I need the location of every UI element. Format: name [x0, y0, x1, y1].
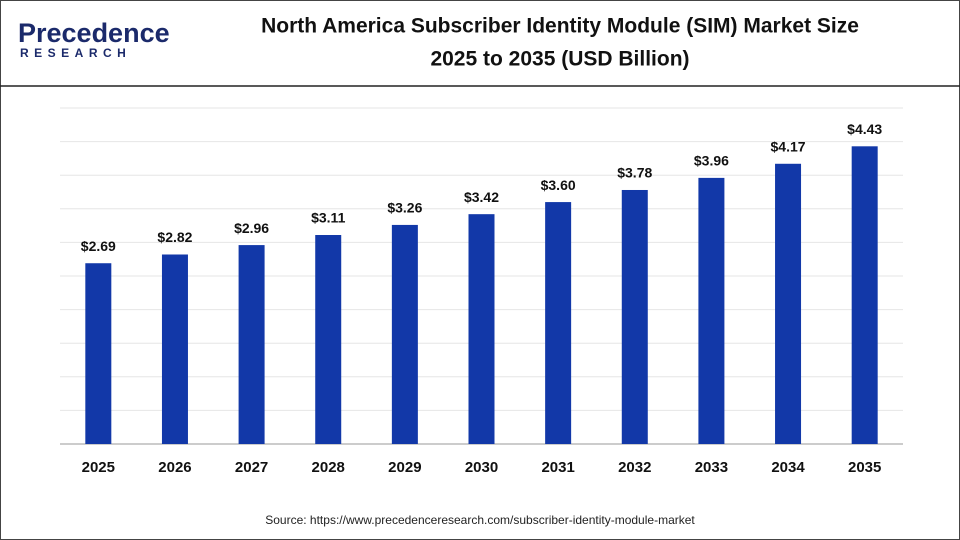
chart-title: 2025 to 2035 (USD Billion): [430, 48, 689, 71]
x-tick-label: 2027: [235, 459, 268, 476]
bar: [315, 235, 342, 444]
x-tick-label: 2030: [465, 459, 498, 476]
value-label: $4.17: [771, 138, 806, 154]
value-label: $3.78: [617, 165, 652, 181]
value-label: $3.96: [694, 153, 729, 169]
x-tick-label: 2029: [388, 459, 421, 476]
bar: [391, 224, 418, 444]
bar: [775, 163, 802, 444]
x-tick-label: 2032: [618, 459, 651, 476]
value-label: $4.43: [847, 121, 882, 137]
x-tick-label: 2034: [771, 459, 805, 476]
value-label: $3.11: [311, 210, 345, 226]
bar: [85, 263, 112, 444]
value-label: $2.69: [81, 238, 116, 254]
bar: [161, 254, 188, 444]
value-label: $2.96: [234, 220, 269, 236]
bar: [698, 177, 725, 444]
x-tick-label: 2033: [695, 459, 728, 476]
logo-sub: RESEARCH: [20, 46, 131, 60]
bar: [621, 189, 648, 444]
source: Source: https://www.precedenceresearch.c…: [265, 513, 695, 527]
x-tick-label: 2031: [541, 459, 574, 476]
bar: [238, 245, 265, 444]
x-tick-label: 2025: [82, 459, 115, 476]
value-label: $3.60: [541, 177, 576, 193]
bar: [545, 202, 572, 444]
value-label: $3.26: [387, 200, 422, 216]
value-label: $2.82: [157, 229, 192, 245]
bar: [851, 146, 878, 444]
bar: [468, 214, 495, 444]
chart-title: North America Subscriber Identity Module…: [261, 15, 859, 38]
x-tick-label: 2026: [158, 459, 191, 476]
logo-name: Precedence: [18, 18, 170, 48]
x-tick-label: 2028: [312, 459, 345, 476]
x-tick-label: 2035: [848, 459, 881, 476]
value-label: $3.42: [464, 189, 499, 205]
